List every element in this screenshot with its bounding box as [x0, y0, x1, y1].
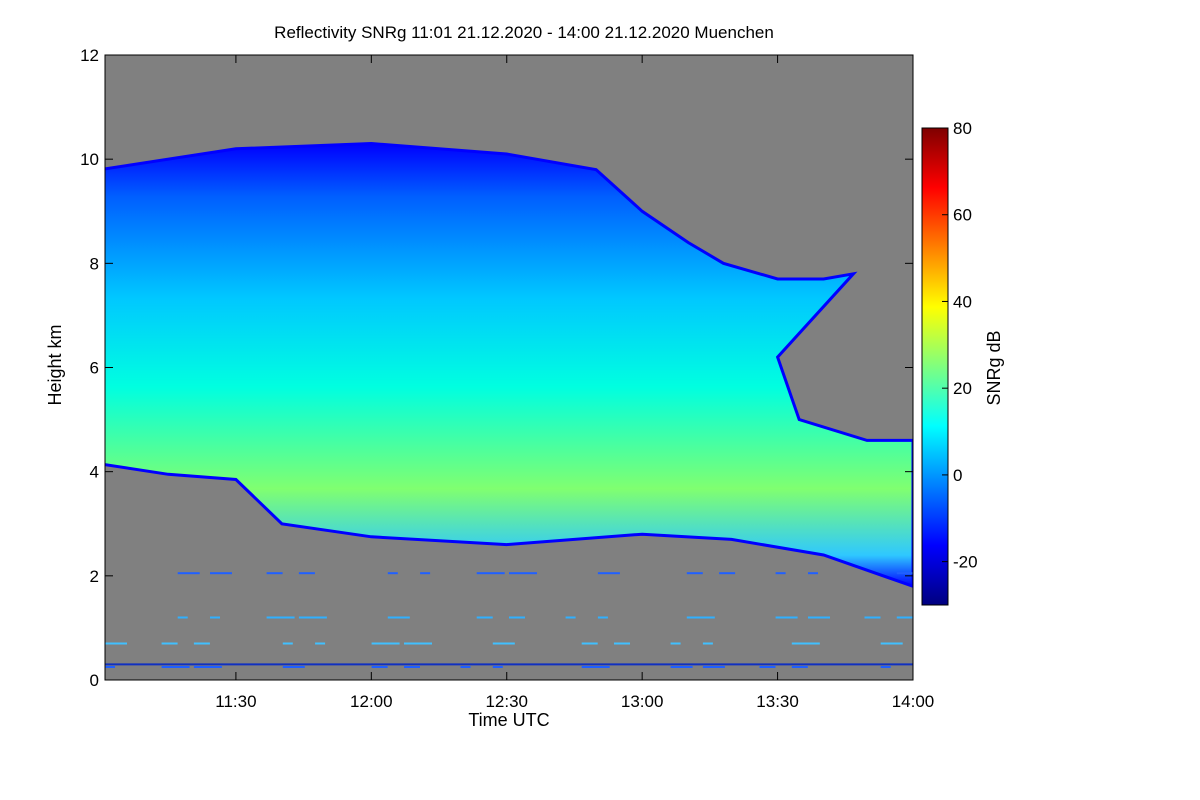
noise-speck	[775, 616, 798, 619]
noise-speck	[404, 666, 420, 668]
noise-speck	[387, 616, 410, 619]
noise-speck	[791, 666, 808, 668]
noise-speck	[193, 642, 210, 645]
y-tick-label: 6	[90, 359, 99, 378]
x-tick-label: 12:00	[350, 692, 393, 711]
noise-speck	[476, 616, 493, 619]
y-axis-label: Height km	[45, 324, 65, 405]
noise-speck	[105, 666, 115, 668]
noise-speck	[193, 666, 222, 668]
x-axis: 11:30 12:00 12:30 13:00 13:30 14:00	[215, 55, 934, 711]
x-axis-label: Time UTC	[468, 710, 549, 730]
cloud-echo	[105, 141, 913, 588]
noise-speck	[896, 616, 913, 619]
chart-title: Reflectivity SNRg 11:01 21.12.2020 - 14:…	[274, 23, 774, 42]
noise-speck	[808, 572, 818, 575]
noise-speck	[880, 666, 891, 668]
noise-speck	[864, 616, 881, 619]
noise-layer	[105, 572, 913, 668]
y-tick-label: 0	[90, 671, 99, 690]
noise-speck	[896, 572, 913, 575]
noise-speck	[614, 642, 630, 645]
colorbar-tick-label: 60	[953, 206, 972, 225]
plot-area	[105, 55, 913, 680]
noise-speck	[266, 616, 295, 619]
colorbar	[921, 127, 949, 606]
noise-speck	[387, 572, 398, 575]
noise-speck	[791, 642, 820, 645]
x-tick-label: 11:30	[215, 692, 256, 711]
noise-speck	[775, 572, 786, 575]
noise-speck	[460, 666, 471, 668]
noise-speck	[759, 666, 776, 668]
ground-line	[105, 663, 913, 666]
noise-speck	[686, 616, 715, 619]
colorbar-tick-label: -20	[953, 553, 978, 572]
colorbar-tick-label: 20	[953, 379, 972, 398]
noise-speck	[565, 616, 576, 619]
noise-speck	[177, 572, 200, 575]
noise-speck	[702, 666, 725, 668]
noise-speck	[476, 572, 505, 575]
noise-speck	[420, 572, 431, 575]
noise-speck	[670, 642, 681, 645]
noise-speck	[298, 572, 315, 575]
noise-speck	[509, 572, 537, 575]
noise-speck	[880, 642, 903, 645]
colorbar-ticks: -20 0 20 40 60 80	[942, 119, 978, 572]
noise-speck	[404, 642, 432, 645]
noise-speck	[492, 642, 515, 645]
noise-speck	[161, 666, 190, 668]
x-tick-label: 13:30	[756, 692, 799, 711]
x-tick-label: 14:00	[892, 692, 935, 711]
y-tick-label: 4	[90, 463, 99, 482]
noise-speck	[719, 572, 736, 575]
noise-speck	[581, 642, 598, 645]
noise-speck	[597, 572, 620, 575]
noise-speck	[371, 642, 400, 645]
noise-speck	[282, 642, 293, 645]
noise-speck	[266, 572, 283, 575]
y-tick-label: 12	[80, 46, 99, 65]
noise-speck	[177, 616, 188, 619]
noise-speck	[371, 666, 388, 668]
noise-speck	[105, 642, 127, 645]
y-tick-label: 10	[80, 150, 99, 169]
noise-speck	[808, 616, 830, 619]
noise-speck	[210, 616, 220, 619]
noise-speck	[492, 666, 503, 668]
noise-speck	[298, 616, 327, 619]
colorbar-tick-label: 0	[953, 466, 962, 485]
colorbar-label: SNRg dB	[984, 330, 1004, 405]
y-tick-label: 2	[90, 567, 99, 586]
noise-speck	[597, 616, 608, 619]
noise-speck	[210, 572, 232, 575]
noise-speck	[686, 572, 703, 575]
colorbar-tick-label: 40	[953, 292, 972, 311]
noise-speck	[315, 642, 326, 645]
x-tick-label: 13:00	[621, 692, 664, 711]
noise-speck	[161, 642, 178, 645]
colorbar-tick-label: 80	[953, 119, 972, 138]
noise-speck	[581, 666, 610, 668]
noise-speck	[282, 666, 305, 668]
noise-speck	[702, 642, 713, 645]
y-axis: 0 2 4 6 8 10 12	[80, 46, 913, 690]
x-tick-label: 12:30	[485, 692, 528, 711]
y-tick-label: 8	[90, 254, 99, 273]
noise-speck	[670, 666, 693, 668]
noise-speck	[509, 616, 525, 619]
